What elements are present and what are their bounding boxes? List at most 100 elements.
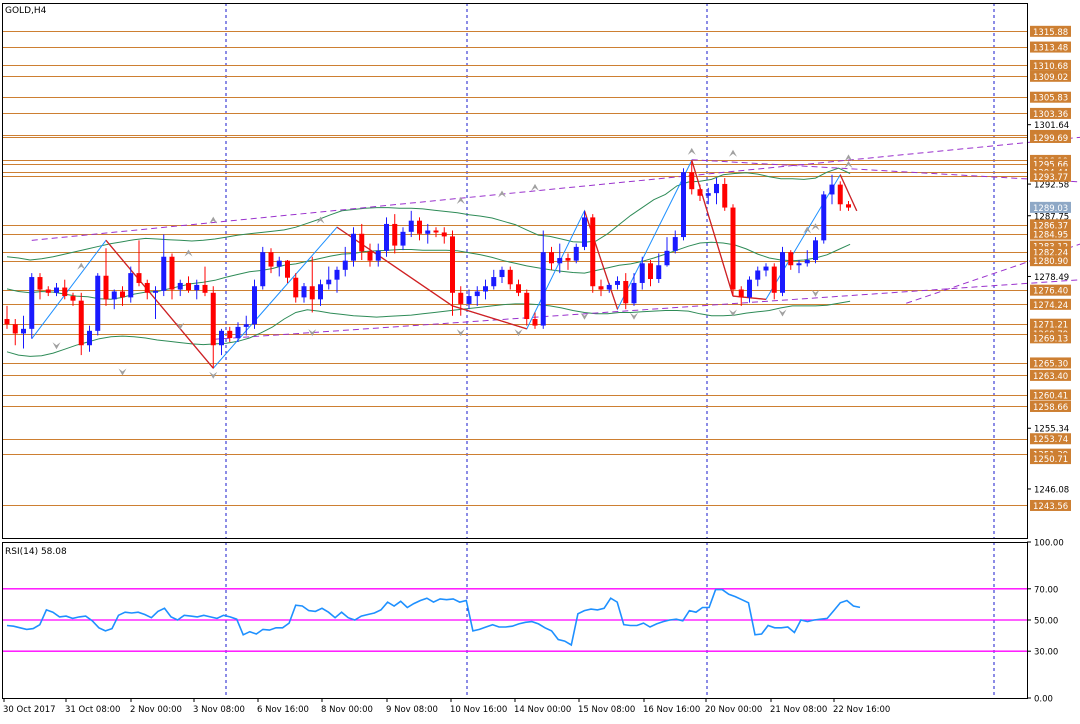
fractal-down-icon bbox=[52, 342, 61, 350]
candle-body bbox=[235, 326, 241, 339]
fractal-up-icon bbox=[531, 183, 539, 191]
time-tick-label: 6 Nov 16:00 bbox=[257, 705, 309, 715]
candle-body bbox=[21, 328, 26, 334]
candle-body bbox=[309, 286, 315, 300]
price-level-label: 1258.66 bbox=[1033, 403, 1068, 413]
price-level-box bbox=[1030, 332, 1071, 344]
candle-body bbox=[219, 330, 224, 346]
candle-body bbox=[293, 277, 299, 298]
time-tick-label: 9 Nov 08:00 bbox=[386, 705, 438, 715]
price-level-box bbox=[1030, 131, 1071, 143]
candle-body bbox=[285, 260, 290, 278]
price-level-label: 1269.13 bbox=[1033, 334, 1068, 344]
fractal-down-icon bbox=[176, 322, 185, 330]
zigzag-red-segment bbox=[583, 210, 619, 310]
candle-body bbox=[788, 252, 794, 266]
fractal-down-icon bbox=[729, 309, 737, 317]
rsi-label: RSI(14) 58.08 bbox=[5, 547, 67, 557]
candle-body bbox=[763, 266, 769, 271]
candle-body bbox=[301, 286, 307, 298]
price-axis: 1301.64 1292.58 1287.75 1278.49 1255.34 1246.… bbox=[1027, 25, 1071, 512]
trend-channel-line bbox=[691, 159, 1080, 183]
price-tick-label: 1278.49 bbox=[1034, 273, 1069, 283]
zigzag-red-segment bbox=[452, 305, 527, 330]
price-tick-label: 1255.34 bbox=[1034, 425, 1069, 435]
zigzag-red-segment bbox=[336, 226, 453, 307]
candle-body bbox=[516, 284, 521, 293]
candle-body bbox=[507, 269, 513, 285]
price-level-box bbox=[1030, 433, 1071, 445]
price-level-label: 1303.36 bbox=[1033, 110, 1068, 120]
fractal-up-icon bbox=[316, 216, 325, 224]
zigzag-red-segment bbox=[105, 239, 214, 369]
candle-body bbox=[351, 233, 356, 261]
price-level-label: 1284.95 bbox=[1033, 231, 1068, 241]
rsi-line bbox=[6, 588, 861, 647]
candle-body bbox=[738, 289, 744, 298]
horizontal-levels bbox=[2, 31, 1027, 506]
price-level-box bbox=[1030, 240, 1071, 252]
time-tick-label: 2 Nov 00:00 bbox=[130, 705, 182, 715]
fractal-up-icon bbox=[844, 160, 853, 168]
price-level-label: 1250.71 bbox=[1033, 455, 1068, 465]
rsi-tick-label: 30.00 bbox=[1034, 648, 1058, 658]
rsi-tick-label: 70.00 bbox=[1034, 585, 1058, 595]
price-level-label: 1243.56 bbox=[1033, 502, 1068, 512]
candles bbox=[4, 160, 851, 369]
time-tick-label: 14 Nov 00:00 bbox=[514, 705, 571, 715]
candle-body bbox=[606, 284, 612, 290]
fractal-down-icon bbox=[630, 312, 638, 320]
candle-body bbox=[161, 256, 167, 291]
candle-body bbox=[359, 233, 365, 252]
candle-body bbox=[771, 266, 777, 293]
candle-body bbox=[87, 330, 92, 346]
fractal-markers bbox=[52, 147, 853, 379]
fractal-down-icon bbox=[209, 371, 218, 379]
candle-body bbox=[417, 220, 422, 234]
candle-body bbox=[829, 184, 835, 195]
time-tick-label: 16 Nov 16:00 bbox=[643, 705, 700, 715]
price-level-box bbox=[1030, 453, 1071, 465]
candle-body bbox=[648, 263, 653, 280]
zigzag-red-segment bbox=[691, 160, 734, 297]
candle-body bbox=[342, 260, 348, 270]
candle-body bbox=[524, 292, 530, 320]
current-price-box bbox=[1030, 201, 1071, 213]
candle-body bbox=[705, 193, 711, 196]
candle-body bbox=[54, 287, 59, 293]
price-level-box bbox=[1030, 499, 1071, 511]
candle-body bbox=[582, 217, 587, 247]
price-level-box bbox=[1030, 284, 1071, 296]
candle-body bbox=[37, 277, 43, 290]
price-level-box bbox=[1030, 25, 1071, 37]
fractal-down-icon bbox=[811, 289, 820, 297]
fractal-up-icon bbox=[803, 226, 812, 234]
price-tick-label: 1292.58 bbox=[1034, 181, 1069, 191]
price-level-box bbox=[1030, 107, 1071, 119]
candle-body bbox=[177, 282, 183, 290]
price-tick-label: 1287.75 bbox=[1034, 212, 1069, 222]
candle-body bbox=[441, 232, 447, 237]
price-level-box bbox=[1030, 369, 1071, 381]
candle-body bbox=[565, 258, 571, 261]
candle-body bbox=[70, 296, 76, 301]
price-level-label: 1253.74 bbox=[1033, 435, 1068, 445]
candle-body bbox=[747, 279, 752, 298]
candle-body bbox=[153, 290, 158, 293]
candle-body bbox=[252, 286, 257, 325]
zigzag-lines bbox=[31, 159, 858, 369]
time-tick-label: 8 Nov 00:00 bbox=[321, 705, 373, 715]
candle-body bbox=[276, 260, 282, 267]
price-level-box bbox=[1030, 318, 1071, 330]
time-tick-label: 15 Nov 08:00 bbox=[578, 705, 635, 715]
time-tick-label: 20 Nov 00:00 bbox=[705, 705, 762, 715]
candle-body bbox=[29, 277, 35, 329]
rsi-panel bbox=[2, 588, 1027, 652]
price-tick-label: 1246.08 bbox=[1034, 485, 1069, 495]
price-level-box bbox=[1030, 158, 1071, 170]
price-level-box bbox=[1030, 219, 1071, 231]
candle-body bbox=[557, 258, 563, 264]
rsi-tick-label: 100.00 bbox=[1034, 539, 1064, 549]
rsi-tick-label: 0.00 bbox=[1034, 695, 1053, 705]
